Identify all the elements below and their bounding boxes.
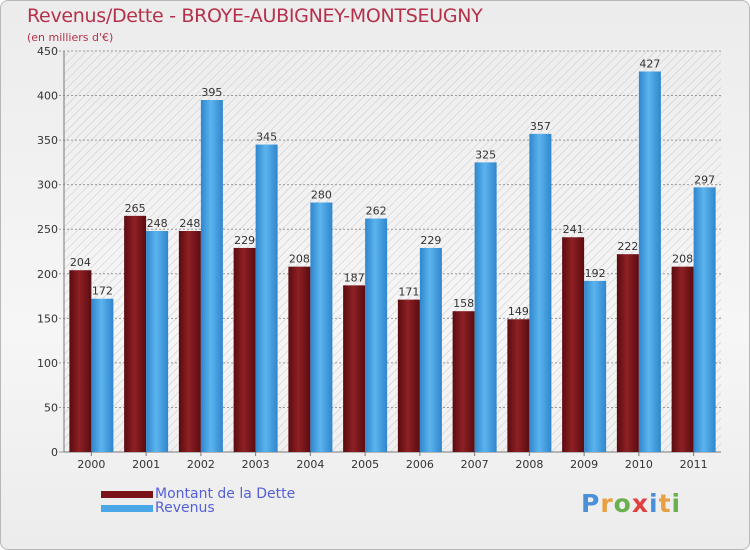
bar-dette bbox=[397, 299, 420, 452]
legend-swatch-revenus bbox=[101, 505, 153, 512]
x-tick-label: 2000 bbox=[77, 458, 105, 471]
y-tick-label: 400 bbox=[37, 90, 58, 103]
logo-letter: P bbox=[581, 489, 601, 518]
data-label: 204 bbox=[70, 256, 91, 269]
chart-subtitle: (en milliers d'€) bbox=[27, 31, 114, 44]
bar-dette bbox=[671, 266, 694, 452]
bar-dette bbox=[124, 215, 147, 452]
logo-letter: t bbox=[658, 489, 672, 518]
x-tick-label: 2009 bbox=[570, 458, 598, 471]
x-tick-label: 2005 bbox=[351, 458, 379, 471]
y-tick-label: 300 bbox=[37, 179, 58, 192]
y-tick-label: 350 bbox=[37, 134, 58, 147]
bar-revenus bbox=[638, 71, 661, 453]
y-tick-label: 100 bbox=[37, 357, 58, 370]
bar-revenus bbox=[419, 247, 442, 452]
bar-dette bbox=[343, 285, 366, 452]
data-label: 248 bbox=[147, 217, 168, 230]
bar-revenus bbox=[474, 162, 497, 452]
data-label: 172 bbox=[92, 285, 113, 298]
bar-revenus bbox=[200, 100, 223, 452]
bar-revenus bbox=[91, 298, 114, 452]
logo-letter: o bbox=[613, 489, 632, 518]
plot-background bbox=[64, 51, 721, 452]
legend-label-revenus: Revenus bbox=[155, 500, 215, 516]
bar-revenus bbox=[255, 144, 278, 453]
bar-dette bbox=[69, 270, 92, 452]
legend-label-debt: Montant de la Dette bbox=[155, 486, 296, 502]
y-tick-label: 200 bbox=[37, 268, 58, 281]
proxiti-logo: Proxiti bbox=[581, 489, 681, 518]
data-label: 262 bbox=[366, 205, 387, 218]
x-tick-label: 2007 bbox=[461, 458, 489, 471]
data-label: 149 bbox=[508, 305, 529, 318]
bar-dette bbox=[616, 254, 639, 452]
bar-revenus bbox=[584, 280, 607, 452]
bar-dette bbox=[562, 237, 585, 452]
y-tick-label: 50 bbox=[44, 401, 58, 414]
data-label: 427 bbox=[639, 57, 660, 70]
y-tick-label: 250 bbox=[37, 223, 58, 236]
logo-letter: x bbox=[631, 489, 649, 518]
data-label: 158 bbox=[453, 297, 474, 310]
x-tick-label: 2001 bbox=[132, 458, 160, 471]
data-label: 229 bbox=[234, 234, 255, 247]
bar-dette bbox=[452, 311, 475, 452]
data-label: 208 bbox=[289, 253, 310, 266]
x-tick-label: 2006 bbox=[406, 458, 434, 471]
bar-dette bbox=[178, 231, 201, 452]
x-tick-label: 2002 bbox=[187, 458, 215, 471]
x-tick-label: 2011 bbox=[680, 458, 708, 471]
data-label: 222 bbox=[617, 240, 638, 253]
data-label: 357 bbox=[530, 120, 551, 133]
y-tick-label: 150 bbox=[37, 312, 58, 325]
data-label: 280 bbox=[311, 188, 332, 201]
data-label: 248 bbox=[179, 217, 200, 230]
data-label: 297 bbox=[694, 173, 715, 186]
legend-swatch-debt bbox=[101, 491, 153, 498]
x-tick-label: 2010 bbox=[625, 458, 653, 471]
bar-dette bbox=[288, 266, 311, 452]
y-tick-label: 450 bbox=[37, 45, 58, 58]
data-label: 325 bbox=[475, 148, 496, 161]
bar-revenus bbox=[529, 133, 552, 452]
logo-letter: i bbox=[649, 489, 659, 518]
x-tick-label: 2003 bbox=[242, 458, 270, 471]
data-label: 192 bbox=[585, 267, 606, 280]
logo-letter: i bbox=[671, 489, 682, 518]
bar-dette bbox=[507, 319, 530, 452]
logo-letter: r bbox=[600, 489, 614, 518]
bar-dette bbox=[233, 247, 256, 452]
data-label: 395 bbox=[201, 86, 222, 99]
data-label: 208 bbox=[672, 253, 693, 266]
data-label: 171 bbox=[398, 286, 419, 299]
bar-revenus bbox=[310, 202, 333, 452]
data-label: 229 bbox=[420, 234, 441, 247]
bar-revenus bbox=[365, 218, 388, 452]
y-tick-label: 0 bbox=[51, 446, 58, 459]
data-label: 265 bbox=[125, 202, 146, 215]
chart-title: Revenus/Dette - BROYE-AUBIGNEY-MONTSEUGN… bbox=[27, 5, 483, 27]
bar-revenus bbox=[693, 187, 716, 452]
bar-revenus bbox=[146, 231, 169, 452]
data-label: 187 bbox=[344, 271, 365, 284]
data-label: 345 bbox=[256, 131, 277, 144]
x-tick-label: 2008 bbox=[515, 458, 543, 471]
data-label: 241 bbox=[563, 223, 584, 236]
x-tick-label: 2004 bbox=[296, 458, 324, 471]
